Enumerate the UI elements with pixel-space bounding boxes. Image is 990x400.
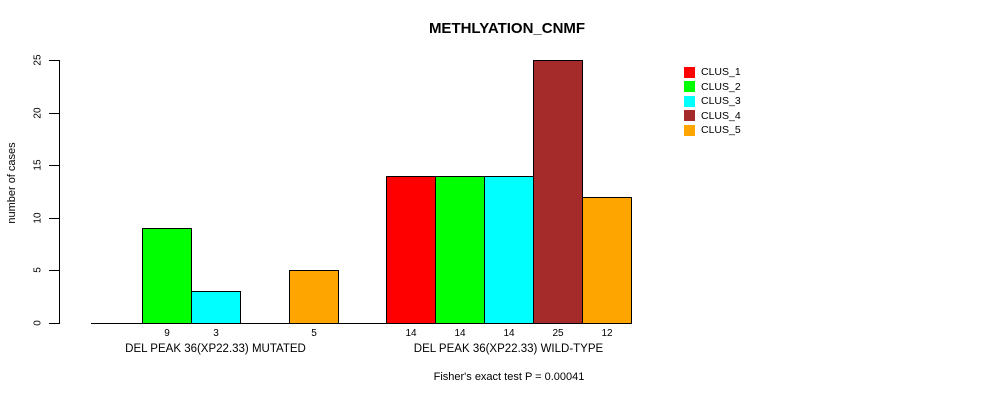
bar-value-label: 9: [164, 328, 170, 339]
bar-clus_1-group2: [386, 176, 436, 324]
bar-clus_5-group1: [289, 270, 339, 324]
bar-value-label: 14: [405, 328, 417, 339]
y-tick-label: 15: [32, 159, 44, 171]
legend-swatch-clus_3: [684, 95, 695, 107]
bar-clus_4-group2: [533, 60, 583, 324]
y-tick-label: 25: [32, 54, 44, 66]
bar-clus_2-group1: [142, 228, 192, 324]
y-axis-label: number of cases: [6, 142, 18, 224]
legend-swatch-clus_5: [684, 124, 695, 136]
x-category-label-group2: DEL PEAK 36(XP22.33) WILD-TYPE: [413, 343, 604, 355]
y-tick-mark: [49, 60, 59, 61]
y-tick-mark: [49, 270, 59, 272]
legend-item-clus_2: CLUS_2: [684, 81, 741, 93]
legend-item-clus_1: CLUS_1: [684, 66, 741, 78]
legend-swatch-clus_2: [684, 81, 695, 92]
y-tick-mark: [49, 323, 59, 324]
bar-value-label: 3: [213, 328, 219, 339]
x-baseline: [91, 323, 632, 324]
legend-label: CLUS_4: [701, 109, 741, 122]
legend-label: CLUS_1: [701, 66, 741, 78]
bar-value-label: 14: [503, 328, 515, 339]
legend-item-clus_3: CLUS_3: [684, 95, 741, 107]
bar-clus_2-group2: [435, 176, 485, 324]
legend-label: CLUS_3: [701, 95, 741, 107]
y-tick-label: 5: [32, 267, 44, 274]
legend-swatch-clus_4: [684, 110, 695, 121]
bar-clus_3-group1: [191, 291, 241, 324]
y-tick-label: 20: [32, 107, 44, 119]
legend-item-clus_4: CLUS_4: [684, 110, 741, 122]
bar-value-label: 12: [601, 328, 613, 339]
fisher-test-caption: Fisher's exact test P = 0.00041: [433, 371, 585, 383]
y-tick-mark: [49, 165, 59, 167]
y-tick-label: 0: [32, 320, 44, 326]
legend-swatch-clus_1: [684, 66, 695, 78]
legend-label: CLUS_2: [701, 80, 741, 93]
legend-item-clus_5: CLUS_5: [684, 124, 741, 136]
y-tick-mark: [49, 217, 59, 219]
y-axis-line: [59, 60, 60, 324]
x-category-label-group1: DEL PEAK 36(XP22.33) MUTATED: [125, 343, 306, 355]
bar-value-label: 25: [552, 328, 564, 339]
bar-clus_3-group2: [484, 176, 534, 324]
chart-title: METHLYATION_CNMF: [428, 20, 586, 37]
y-tick-label: 10: [32, 212, 44, 224]
bar-value-label: 5: [311, 328, 317, 339]
bar-clus_5-group2: [582, 197, 632, 324]
bar-value-label: 14: [454, 328, 466, 339]
y-tick-mark: [49, 112, 59, 114]
legend-label: CLUS_5: [701, 124, 741, 136]
